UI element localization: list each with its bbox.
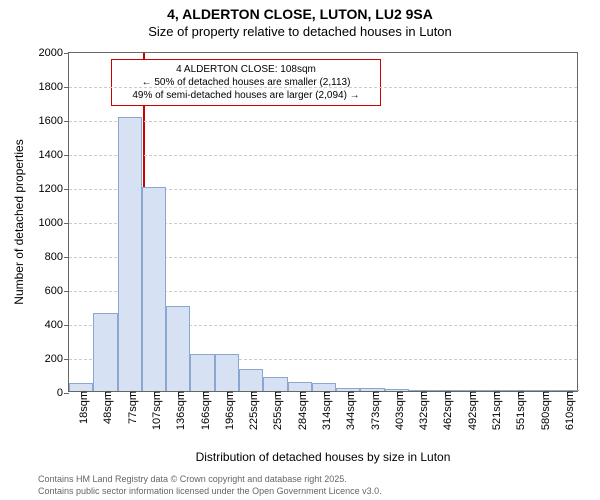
histogram-bar	[288, 382, 312, 391]
xtick-label: 166sqm	[194, 391, 212, 430]
gridline	[69, 87, 577, 88]
chart-container: 4, ALDERTON CLOSE, LUTON, LU2 9SA Size o…	[0, 0, 600, 500]
histogram-bar	[190, 354, 214, 391]
chart-footer: Contains HM Land Registry data © Crown c…	[38, 474, 382, 497]
xtick-label: 580sqm	[534, 391, 552, 430]
ytick-label: 2000	[39, 47, 69, 59]
xtick-label: 403sqm	[388, 391, 406, 430]
ytick-label: 1600	[39, 115, 69, 127]
xtick-label: 462sqm	[436, 391, 454, 430]
histogram-bar	[142, 187, 166, 391]
ytick-label: 600	[45, 285, 69, 297]
footer-line: Contains HM Land Registry data © Crown c…	[38, 474, 382, 486]
histogram-bar	[239, 369, 263, 391]
ytick-label: 1400	[39, 149, 69, 161]
xtick-label: 107sqm	[145, 391, 163, 430]
xtick-label: 255sqm	[266, 391, 284, 430]
ytick-label: 800	[45, 251, 69, 263]
xtick-label: 432sqm	[412, 391, 430, 430]
xtick-label: 196sqm	[218, 391, 236, 430]
chart-subtitle: Size of property relative to detached ho…	[0, 24, 600, 39]
xtick-label: 284sqm	[291, 391, 309, 430]
xtick-label: 373sqm	[364, 391, 382, 430]
xtick-label: 492sqm	[461, 391, 479, 430]
histogram-bar	[93, 313, 117, 391]
xtick-label: 225sqm	[242, 391, 260, 430]
xtick-label: 551sqm	[509, 391, 527, 430]
xtick-label: 314sqm	[315, 391, 333, 430]
histogram-bar	[215, 354, 239, 391]
xtick-label: 77sqm	[121, 391, 139, 424]
histogram-bar	[118, 117, 142, 391]
chart-title: 4, ALDERTON CLOSE, LUTON, LU2 9SA	[0, 6, 600, 22]
xtick-label: 48sqm	[96, 391, 114, 424]
y-axis-label: Number of detached properties	[12, 52, 26, 392]
histogram-bar	[69, 383, 93, 392]
ytick-label: 1000	[39, 217, 69, 229]
ytick-label: 1800	[39, 81, 69, 93]
ytick-label: 0	[57, 387, 69, 399]
annotation-box: 4 ALDERTON CLOSE: 108sqm← 50% of detache…	[111, 59, 381, 106]
xtick-label: 610sqm	[558, 391, 576, 430]
annotation-line: 49% of semi-detached houses are larger (…	[118, 89, 374, 102]
ytick-label: 200	[45, 353, 69, 365]
ytick-label: 1200	[39, 183, 69, 195]
gridline	[69, 155, 577, 156]
footer-line: Contains public sector information licen…	[38, 486, 382, 498]
xtick-label: 136sqm	[169, 391, 187, 430]
histogram-bar	[263, 377, 287, 391]
x-axis-label: Distribution of detached houses by size …	[68, 450, 578, 464]
ytick-label: 400	[45, 319, 69, 331]
xtick-label: 521sqm	[485, 391, 503, 430]
histogram-bar	[166, 306, 190, 391]
xtick-label: 18sqm	[72, 391, 90, 424]
histogram-bar	[312, 383, 336, 392]
gridline	[69, 121, 577, 122]
annotation-line: 4 ALDERTON CLOSE: 108sqm	[118, 63, 374, 76]
plot-area: 4 ALDERTON CLOSE: 108sqm← 50% of detache…	[68, 52, 578, 392]
xtick-label: 344sqm	[339, 391, 357, 430]
